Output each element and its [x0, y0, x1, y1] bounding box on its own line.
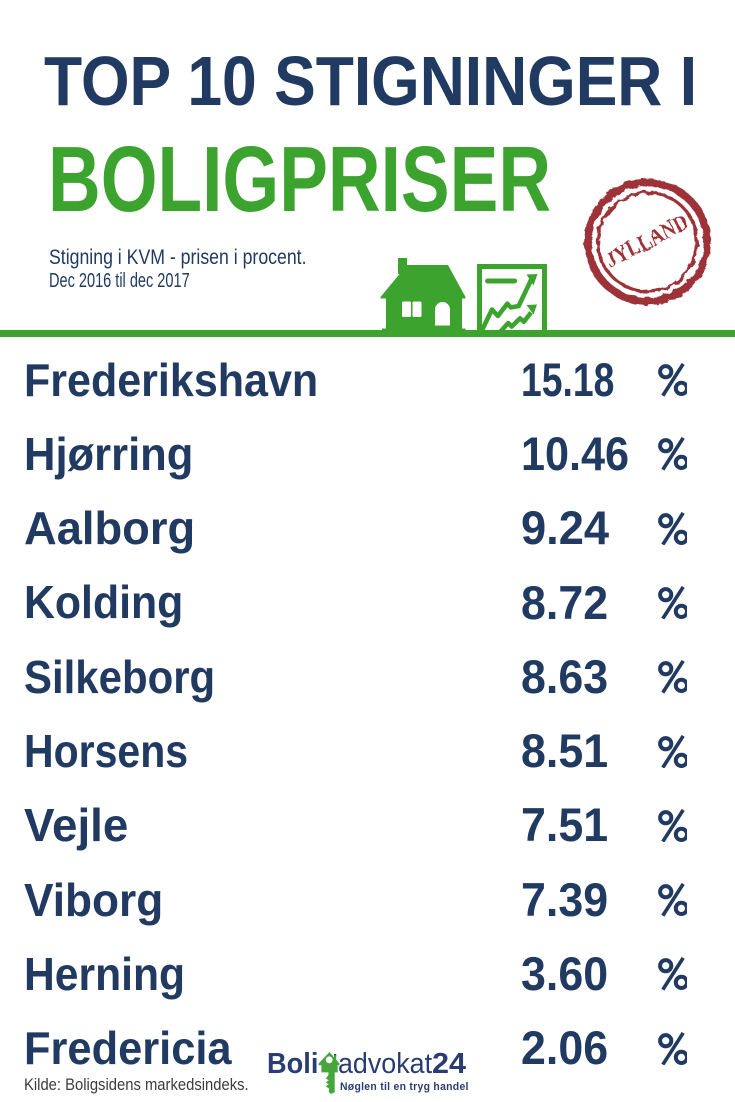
svg-text:JYLLAND: JYLLAND [601, 209, 693, 272]
